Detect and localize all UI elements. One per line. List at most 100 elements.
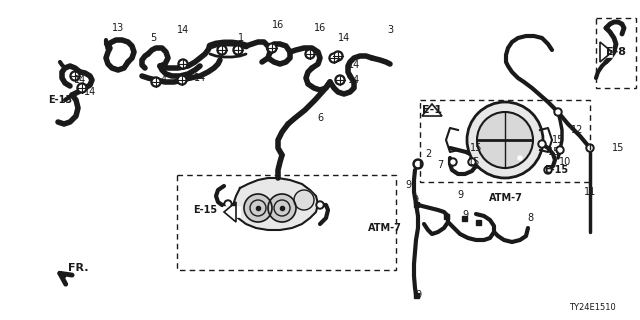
Bar [224,207,240,217]
Text: 13: 13 [112,23,124,33]
Circle shape [588,146,592,150]
Circle shape [518,156,522,160]
Circle shape [467,102,543,178]
Text: E-8: E-8 [606,47,626,57]
Text: 10: 10 [559,157,571,167]
Bar [415,161,421,167]
Text: 15: 15 [468,157,480,167]
Text: 9: 9 [412,195,418,205]
Circle shape [544,166,552,174]
Text: E-15: E-15 [544,165,568,175]
Text: 16: 16 [314,23,326,33]
Circle shape [177,75,187,85]
Text: 15: 15 [470,143,482,153]
Circle shape [556,146,564,154]
Circle shape [558,148,562,152]
Text: 9: 9 [462,210,468,220]
Circle shape [413,159,423,169]
Text: 7: 7 [437,160,443,170]
Circle shape [220,47,225,53]
Circle shape [79,85,84,91]
Circle shape [77,83,87,93]
Circle shape [70,71,80,81]
Text: 14: 14 [338,33,350,43]
Circle shape [335,53,340,59]
Text: 14: 14 [74,75,86,85]
Bar [413,292,419,298]
Text: 14: 14 [194,73,206,83]
Circle shape [335,75,345,85]
Circle shape [72,73,77,79]
Circle shape [538,140,546,148]
Circle shape [178,59,188,69]
Text: E-1: E-1 [422,105,442,115]
Circle shape [268,194,296,222]
Text: ATM-7: ATM-7 [368,223,402,233]
Bar [600,47,612,57]
Text: 9: 9 [405,180,411,190]
Text: 16: 16 [272,20,284,30]
Text: 2: 2 [425,149,431,159]
Circle shape [546,168,550,172]
Text: TY24E1510: TY24E1510 [568,303,616,313]
Circle shape [415,162,420,166]
Bar [177,175,396,270]
Circle shape [180,61,186,67]
Text: 14: 14 [348,60,360,70]
Circle shape [449,158,457,166]
Circle shape [267,43,277,53]
Circle shape [468,158,476,166]
Text: 14: 14 [348,75,360,85]
Text: E-13: E-13 [48,95,72,105]
Bar [426,116,438,132]
Circle shape [294,190,314,210]
Text: 9: 9 [457,190,463,200]
Circle shape [516,154,524,162]
Text: 15: 15 [548,147,560,157]
Bar [413,202,419,206]
Circle shape [179,77,185,83]
Circle shape [470,160,474,164]
Text: 1: 1 [238,33,244,43]
Circle shape [337,77,343,83]
Bar [461,215,467,220]
Text: 15: 15 [612,143,624,153]
Circle shape [451,160,455,164]
Circle shape [477,112,533,168]
Circle shape [554,108,562,116]
Circle shape [224,200,232,208]
Circle shape [305,49,315,59]
Text: 14: 14 [84,87,96,97]
Circle shape [269,45,275,51]
Circle shape [153,79,159,85]
Circle shape [226,202,230,206]
Circle shape [244,194,272,222]
Text: 5: 5 [150,33,156,43]
Bar [444,213,449,219]
Text: 12: 12 [571,125,583,135]
Text: ATM-7: ATM-7 [489,193,523,203]
Circle shape [236,47,241,53]
Bar [596,18,636,88]
Text: 8: 8 [527,213,533,223]
Text: FR.: FR. [68,263,88,273]
Text: 9: 9 [415,290,421,300]
Circle shape [217,45,227,55]
Circle shape [318,203,322,207]
Text: E-15: E-15 [193,205,217,215]
Bar [476,220,481,225]
Text: 15: 15 [552,135,564,145]
Circle shape [329,53,339,63]
Text: 3: 3 [387,25,393,35]
Circle shape [556,110,560,114]
Text: 14: 14 [177,25,189,35]
Circle shape [233,45,243,55]
Bar [420,100,590,182]
Circle shape [333,51,343,61]
Circle shape [540,142,544,146]
Circle shape [316,201,324,209]
Circle shape [332,55,337,61]
Text: 11: 11 [584,187,596,197]
Polygon shape [234,178,318,230]
Circle shape [586,144,594,152]
